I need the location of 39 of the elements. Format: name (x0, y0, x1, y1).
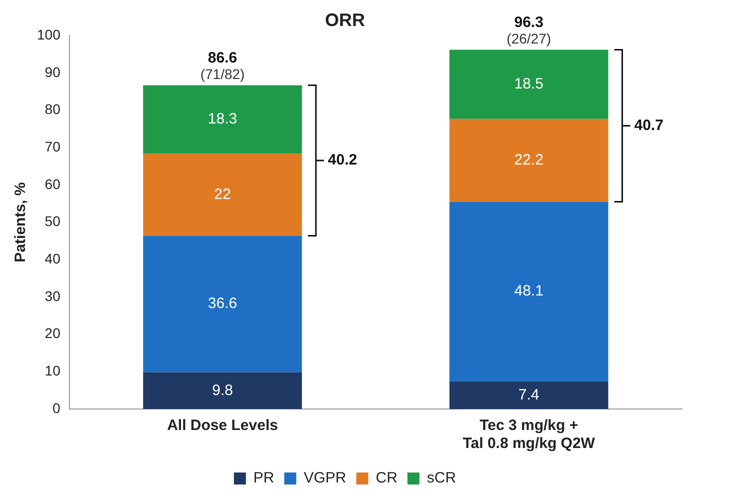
y-tick-label: 90 (44, 64, 61, 80)
data-label: 7.4 (518, 386, 540, 404)
bar (143, 154, 302, 236)
bar (449, 118, 608, 202)
y-tick-label: 60 (44, 176, 61, 192)
y-tick-label: 20 (44, 325, 61, 342)
data-label: 22.2 (514, 151, 544, 168)
data-label: 48.1 (514, 282, 544, 300)
bar (449, 381, 608, 409)
y-tick-label: 40 (44, 250, 61, 266)
y-tick-label: 50 (44, 213, 61, 230)
bar (143, 372, 302, 409)
total-label: 86.6 (71/82) (200, 49, 245, 82)
total-label: 96.3 (26/27) (506, 14, 552, 47)
legend-label: VGPR (304, 470, 346, 487)
bar (449, 202, 608, 382)
bar (143, 85, 302, 154)
data-label: 18.5 (514, 75, 544, 92)
legend-label: CR (376, 470, 398, 487)
data-label: 18.3 (208, 110, 238, 128)
chart-title: ORR (325, 10, 365, 30)
annotation: 40.2 (328, 152, 358, 169)
y-tick-label: 10 (44, 362, 61, 379)
legend-label: PR (253, 470, 274, 487)
y-tick-label: 80 (44, 101, 61, 118)
y-tick-label: 0 (52, 400, 61, 416)
x-tick-label: All Dose Levels (167, 417, 278, 434)
legend-label: sCR (426, 470, 456, 487)
y-tick-label: 100 (37, 26, 61, 42)
y-axis-title: Patients, % (12, 182, 30, 262)
bar (143, 236, 302, 372)
annotation: 40.7 (634, 116, 664, 134)
y-tick-label: 70 (44, 138, 61, 154)
data-label: 36.6 (208, 295, 238, 312)
x-tick-label: Tec 3 mg/kg + Tal 0.8 mg/kg Q2W (462, 417, 596, 452)
data-label: 22 (214, 186, 231, 203)
data-label: 9.8 (212, 382, 233, 399)
bar (449, 50, 608, 119)
y-tick-label: 30 (44, 288, 61, 304)
